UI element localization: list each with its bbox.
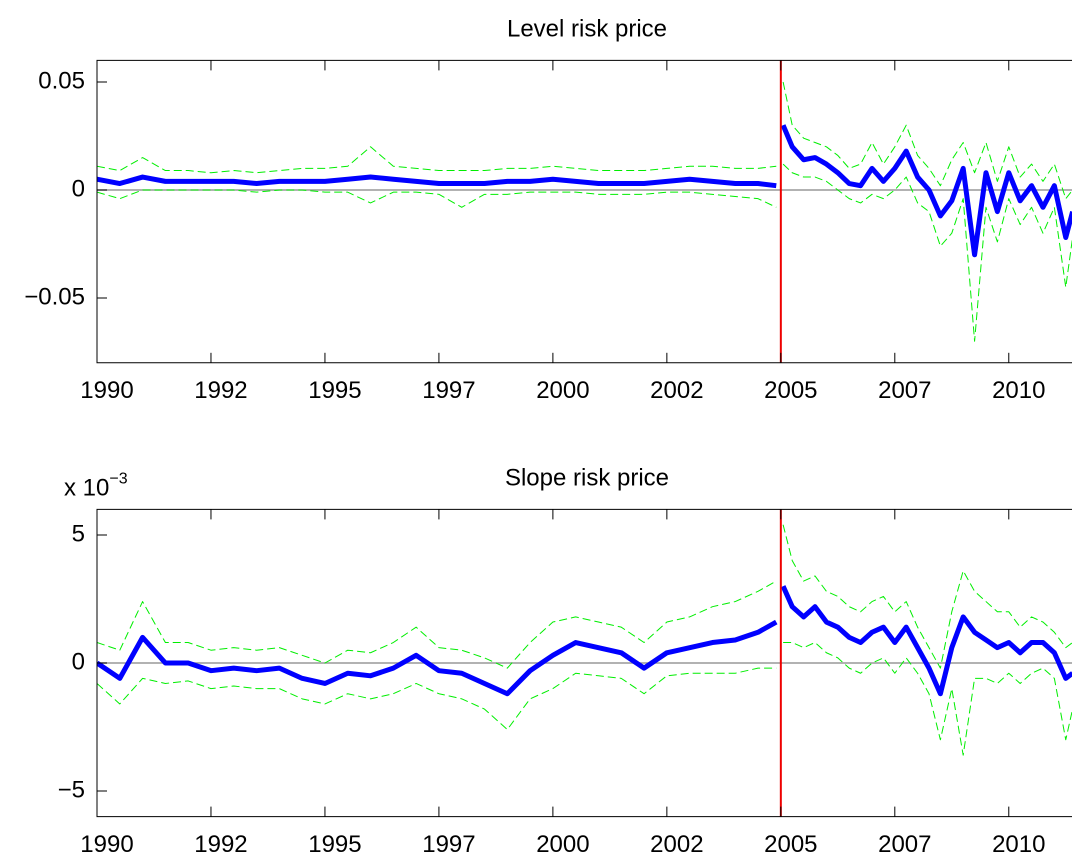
x-tick-label: 2007 (878, 377, 931, 404)
x-tick-label: 1992 (194, 377, 247, 404)
y-tick-label: 0 (72, 175, 85, 202)
x-tick-label: 2002 (650, 831, 703, 858)
chart-title: Level risk price (507, 16, 667, 43)
x-tick-label: 2007 (878, 831, 931, 858)
y-exponent-base: x 10 (64, 475, 109, 502)
panel: Level risk price 1990 1992 1995 1997 2000 2002… (24, 16, 1072, 404)
band-line (97, 163, 1072, 342)
plot-area (97, 509, 1072, 817)
x-tick-label: 2005 (764, 377, 817, 404)
chart-title: Slope risk price (505, 465, 669, 492)
x-tick-label: 2000 (536, 377, 589, 404)
x-tick-label: 2002 (650, 377, 703, 404)
plot-area (97, 60, 1072, 363)
x-tick-label: 1995 (308, 831, 361, 858)
band-line (97, 81, 1072, 200)
x-tick-label: 1997 (422, 377, 475, 404)
x-tick-label: 1995 (308, 377, 361, 404)
axes-box (96, 59, 1072, 364)
y-tick-label: −5 (58, 776, 85, 803)
x-tick-label: 1990 (80, 831, 133, 858)
y-exponent: x 10−3 (64, 471, 128, 502)
x-tick-label: 1992 (194, 831, 247, 858)
y-tick-label: 0 (72, 648, 85, 675)
y-exponent-power: −3 (109, 471, 127, 488)
y-tick-label: 5 (72, 520, 85, 547)
x-tick-label: 1990 (80, 377, 133, 404)
estimate-line (97, 124, 1072, 258)
y-tick-label: −0.05 (24, 283, 85, 310)
x-tick-label: 1997 (422, 831, 475, 858)
x-tick-label: 2010 (992, 377, 1045, 404)
x-tick-label: 2005 (764, 831, 817, 858)
x-tick-label: 2000 (536, 831, 589, 858)
y-tick-label: 0.05 (38, 67, 85, 94)
estimate-line (97, 585, 1072, 697)
band-line (97, 524, 1072, 669)
x-tick-label: 2010 (992, 831, 1045, 858)
panel: Slope risk price x 10−3 1990 1992 1995 1997 20… (58, 465, 1072, 858)
band-line (97, 642, 1072, 756)
